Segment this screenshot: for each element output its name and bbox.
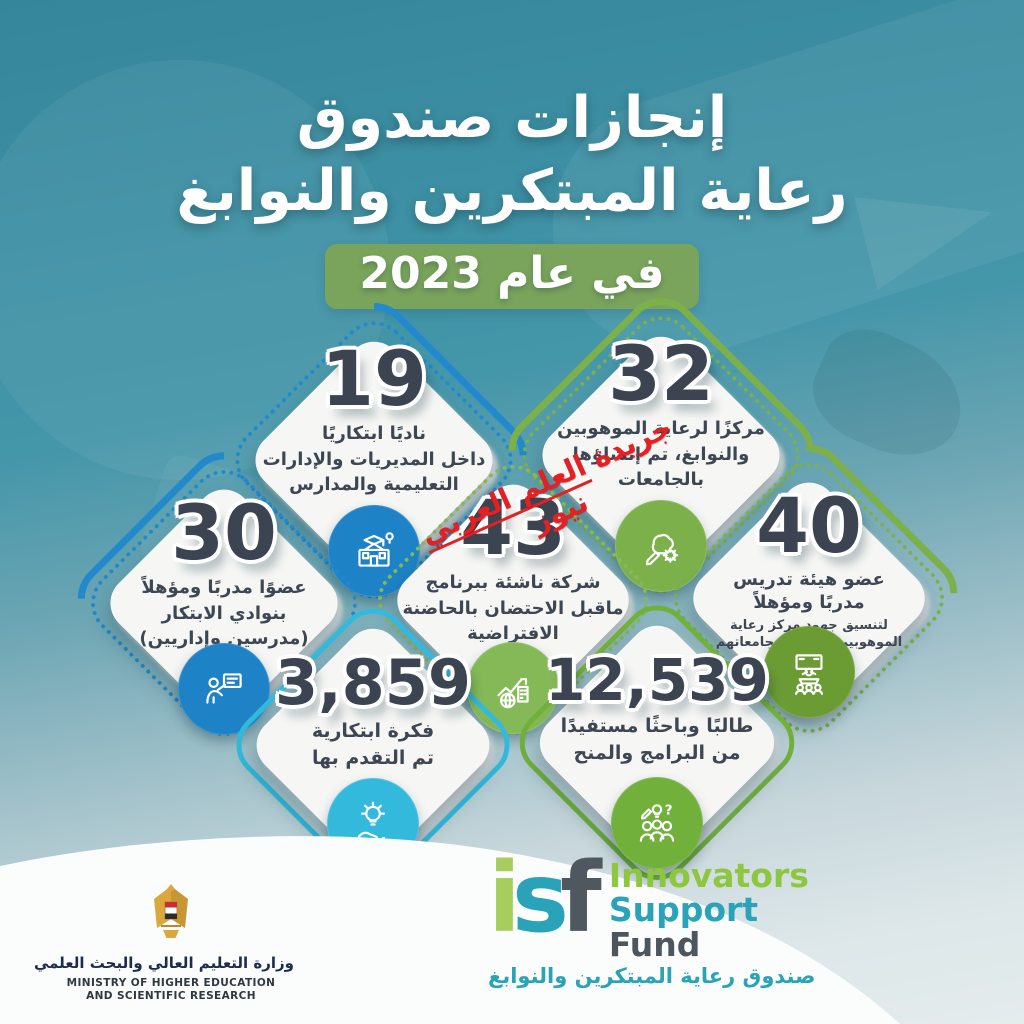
stat-value: 40	[756, 481, 862, 570]
stat-value: 3,859	[274, 646, 472, 719]
stat-description: ناديًا ابتكاريًا داخل المديريات والإدارا…	[262, 423, 486, 496]
egypt-eagle-icon	[154, 883, 188, 938]
presenter-icon	[794, 654, 824, 695]
stat-card-talent-centers: 32 مركزًا لرعاية الموهوبين والنوابغ، تم …	[492, 282, 830, 619]
footer-white-wave	[0, 836, 900, 1024]
title-line-1: إنجازات صندوق	[296, 85, 728, 151]
stat-description: فكرة ابتكارية تم التقدم بها	[311, 720, 435, 769]
isf-word-support: Support	[608, 890, 759, 930]
stat-value: 12,539	[545, 646, 769, 714]
isf-word-fund: Fund	[608, 924, 701, 964]
talent-brain-icon	[645, 533, 679, 566]
startup-growth-icon	[497, 678, 529, 709]
stat-card-startups: 43 شركة ناشئة ببرنامج ماقبل الاحتضان بال…	[363, 450, 663, 750]
isf-word-innovators: Innovators	[608, 856, 809, 896]
icon-badge	[467, 642, 559, 734]
stat-card-faculty-members: 40 عضو هيئة تدريس مدربًا ومؤهلاً لتنسيق …	[644, 429, 974, 758]
ministry-arabic-name: وزارة التعليم العالي والبحث العلمي	[33, 953, 294, 972]
stat-value: 30	[171, 488, 277, 577]
icon-badge	[615, 500, 707, 592]
isf-wordmark: Innovators Support Fund	[608, 856, 809, 964]
trainer-board-icon	[206, 673, 242, 704]
stat-description: شركة ناشئة ببرنامج ماقبل الاحتضان بالحاض…	[402, 572, 624, 645]
title-line-2: رعاية المبتكرين والنوابغ	[176, 157, 848, 224]
icon-badge: ?	[611, 777, 703, 869]
ministry-english-name: MINISTRY OF HIGHER EDUCATION AND SCIENTI…	[66, 976, 276, 1003]
isf-logo: isf Innovators Support Fund صندوق رعاية …	[488, 842, 816, 988]
stat-card-trained-members: 30 عضوًا مدربًا ومؤهلاً بنوادي الابتكار …	[62, 436, 386, 761]
stat-value: 32	[608, 329, 714, 418]
isf-arabic-name: صندوق رعاية المبتكرين والنوابغ	[488, 964, 816, 988]
students-ideas-icon: ?	[639, 803, 675, 842]
year-badge: في عام 2023	[325, 243, 699, 309]
school-icon	[358, 532, 394, 567]
svg-text:?: ?	[665, 803, 673, 819]
ministry-logo: وزارة التعليم العالي والبحث العلمي MINIS…	[33, 882, 294, 1004]
stat-description: عضوًا مدربًا ومؤهلاً بنوادي الابتكار (مد…	[139, 577, 309, 650]
isf-lettermark-icon: isf	[488, 842, 602, 955]
stat-description: طالبًا وباحثًا مستفيدًا من البرامج والمن…	[560, 715, 754, 764]
icon-badge	[763, 626, 855, 718]
stat-value: 19	[321, 334, 427, 423]
stat-description: عضو هيئة تدريس مدربًا ومؤهلاً	[733, 569, 885, 614]
icon-badge	[178, 643, 270, 735]
stat-description: مركزًا لرعاية الموهوبين والنوابغ، تم إنش…	[557, 418, 765, 491]
title-block: إنجازات صندوق رعاية المبتكرين والنوابغ ف…	[0, 82, 1024, 309]
stat-card-student-beneficiaries: 12,539 طالبًا وباحثًا مستفيدًا من البرام…	[505, 591, 809, 895]
stat-value: 43	[460, 483, 566, 572]
